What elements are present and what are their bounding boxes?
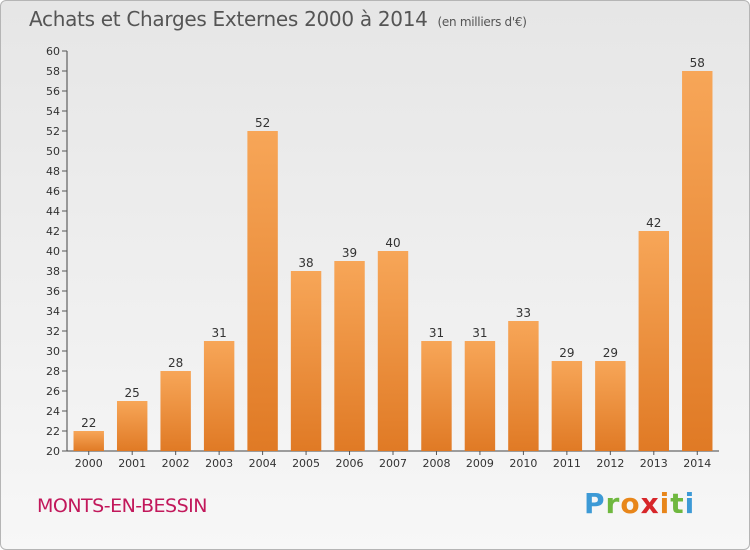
y-tick-label: 30 bbox=[46, 345, 60, 358]
y-tick-label: 26 bbox=[46, 385, 60, 398]
x-tick-label-2009: 2009 bbox=[466, 457, 494, 470]
y-tick-label: 44 bbox=[46, 205, 60, 218]
data-label-2006: 39 bbox=[342, 246, 357, 260]
y-tick-label: 28 bbox=[46, 365, 60, 378]
logo-letter: i bbox=[684, 487, 696, 520]
y-tick-label: 60 bbox=[46, 45, 60, 58]
y-tick-label: 48 bbox=[46, 165, 60, 178]
city-name: MONTS-EN-BESSIN bbox=[37, 495, 207, 517]
bar-2010 bbox=[508, 321, 539, 451]
logo-letter: P bbox=[584, 487, 606, 520]
x-tick-label-2003: 2003 bbox=[205, 457, 233, 470]
bar-2003 bbox=[203, 341, 235, 451]
x-tick-label-2012: 2012 bbox=[596, 457, 624, 470]
bar-2005 bbox=[290, 271, 322, 451]
bar-2001 bbox=[116, 401, 148, 451]
bar-2004 bbox=[247, 131, 278, 451]
data-label-2012: 29 bbox=[603, 346, 618, 360]
bar-2007 bbox=[377, 251, 409, 451]
x-tick-label-2010: 2010 bbox=[509, 457, 537, 470]
data-label-2010: 33 bbox=[516, 306, 531, 320]
x-tick-label-2011: 2011 bbox=[553, 457, 581, 470]
data-label-2003: 31 bbox=[211, 326, 226, 340]
bar-2011 bbox=[551, 361, 583, 451]
bar-chart: 20 22 24 26 28 30 32 34 36 38 40 42 44 46 48 50 52 54 56 58… bbox=[46, 45, 719, 470]
logo-letter: x bbox=[640, 487, 660, 520]
data-label-2002: 28 bbox=[168, 356, 183, 370]
y-tick-label: 24 bbox=[46, 405, 60, 418]
data-label-2014: 58 bbox=[690, 56, 705, 70]
bar-2013 bbox=[638, 231, 670, 451]
y-tick-label: 46 bbox=[46, 185, 60, 198]
x-tick-label-2000: 2000 bbox=[75, 457, 103, 470]
bar-2012 bbox=[595, 361, 626, 451]
x-tick-label-2013: 2013 bbox=[640, 457, 668, 470]
bar-2000 bbox=[73, 431, 104, 451]
x-axis: 2000 2001 2002 2003 2004 2005 2006 2007 2008 2009… bbox=[67, 450, 719, 470]
bar-2006 bbox=[334, 261, 365, 451]
x-tick-label-2005: 2005 bbox=[292, 457, 320, 470]
y-tick-label: 58 bbox=[46, 65, 60, 78]
x-tick-label-2007: 2007 bbox=[379, 457, 407, 470]
data-label-2004: 52 bbox=[255, 116, 270, 130]
y-tick-label: 20 bbox=[46, 445, 60, 458]
data-label-2007: 40 bbox=[385, 236, 400, 250]
y-tick-label: 32 bbox=[46, 325, 60, 338]
chart-title: Achats et Charges Externes 2000 à 2014 (e… bbox=[29, 7, 527, 31]
y-tick-label: 50 bbox=[46, 145, 60, 158]
x-tick-label-2008: 2008 bbox=[422, 457, 450, 470]
data-label-2008: 31 bbox=[429, 326, 444, 340]
proxiti-logo: Proxiti bbox=[584, 487, 695, 520]
y-tick-label: 52 bbox=[46, 125, 60, 138]
y-tick-label: 22 bbox=[46, 425, 60, 438]
y-tick-label: 40 bbox=[46, 245, 60, 258]
y-axis: 20 22 24 26 28 30 32 34 36 38 40 42 44 46 48 50 52 54 56 58… bbox=[46, 45, 68, 458]
bars: 22 25 28 31 52 38 39 40 31 31 33 29 29 42 58 bbox=[73, 56, 713, 451]
logo-letter: i bbox=[659, 487, 671, 520]
bar-2002 bbox=[160, 371, 191, 451]
x-tick-label-2004: 2004 bbox=[249, 457, 277, 470]
data-label-2001: 25 bbox=[125, 386, 140, 400]
x-tick-label-2006: 2006 bbox=[336, 457, 364, 470]
data-label-2009: 31 bbox=[472, 326, 487, 340]
y-tick-label: 42 bbox=[46, 225, 60, 238]
bar-2008 bbox=[421, 341, 452, 451]
bar-2014 bbox=[682, 71, 713, 451]
logo-letter: t bbox=[670, 487, 685, 520]
chart-title-text: Achats et Charges Externes 2000 à 2014 bbox=[29, 7, 428, 31]
x-tick-label-2014: 2014 bbox=[683, 457, 711, 470]
data-label-2005: 38 bbox=[298, 256, 313, 270]
data-label-2011: 29 bbox=[559, 346, 574, 360]
chart-unit: (en milliers d'€) bbox=[437, 15, 527, 29]
logo-letter: o bbox=[620, 487, 641, 520]
data-label-2000: 22 bbox=[81, 416, 96, 430]
x-tick-label-2002: 2002 bbox=[162, 457, 190, 470]
data-label-2013: 42 bbox=[646, 216, 661, 230]
y-tick-label: 38 bbox=[46, 265, 60, 278]
y-tick-label: 36 bbox=[46, 285, 60, 298]
y-tick-label: 56 bbox=[46, 85, 60, 98]
x-tick-label-2001: 2001 bbox=[118, 457, 146, 470]
bar-2009 bbox=[464, 341, 496, 451]
y-tick-label: 34 bbox=[46, 305, 60, 318]
y-tick-label: 54 bbox=[46, 105, 60, 118]
logo-letter: r bbox=[605, 487, 621, 520]
